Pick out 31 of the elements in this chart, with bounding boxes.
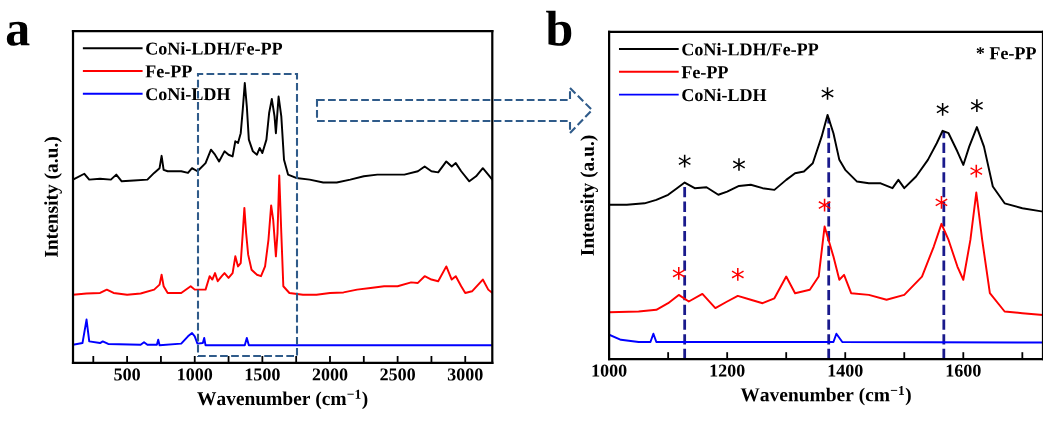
x-tick-label: 3000 bbox=[447, 368, 483, 381]
annotation: * bbox=[678, 154, 691, 168]
legend-label: CoNi-LDH/Fe-PP bbox=[682, 42, 819, 56]
annotation: * bbox=[821, 87, 834, 100]
y-axis-title: Intensity (a.u.) bbox=[44, 137, 62, 258]
x-axis-title: Wavenumber (cm$^{−1}$) bbox=[740, 385, 911, 406]
x-tick-label: 2500 bbox=[380, 368, 415, 381]
text: * Fe-PP bbox=[976, 47, 1036, 60]
annotation: * bbox=[731, 268, 744, 281]
chart-title: a bbox=[6, 21, 30, 46]
annotation: * bbox=[970, 99, 983, 113]
annotation: * bbox=[672, 267, 685, 280]
annotation: * bbox=[936, 103, 949, 116]
x-tick-label: 500 bbox=[114, 368, 140, 381]
legend-label: Fe-PP bbox=[681, 66, 728, 79]
legend-label: CoNi-LDH bbox=[682, 88, 767, 102]
x-tick-label: 1000 bbox=[178, 368, 213, 381]
x-tick-label: 2000 bbox=[312, 368, 348, 381]
x-axis-title: Wavenumber (cm$^{−1}$) bbox=[197, 389, 368, 410]
legend-label: CoNi-LDH/Fe-PP bbox=[146, 41, 283, 55]
legend-label: Fe-PP bbox=[145, 65, 192, 78]
x-tick-label: 1500 bbox=[245, 368, 280, 381]
annotation: * bbox=[935, 196, 948, 209]
chart-title: b bbox=[546, 10, 572, 46]
y-axis-title: Intensity (a.u.) bbox=[580, 135, 598, 256]
annotation: * bbox=[970, 164, 983, 178]
x-tick-label: 1000 bbox=[592, 364, 627, 377]
x-tick-label: 1200 bbox=[710, 364, 745, 377]
x-tick-label: 1600 bbox=[946, 364, 981, 377]
annotation: * bbox=[732, 158, 746, 171]
x-tick-label: 1400 bbox=[828, 364, 863, 377]
